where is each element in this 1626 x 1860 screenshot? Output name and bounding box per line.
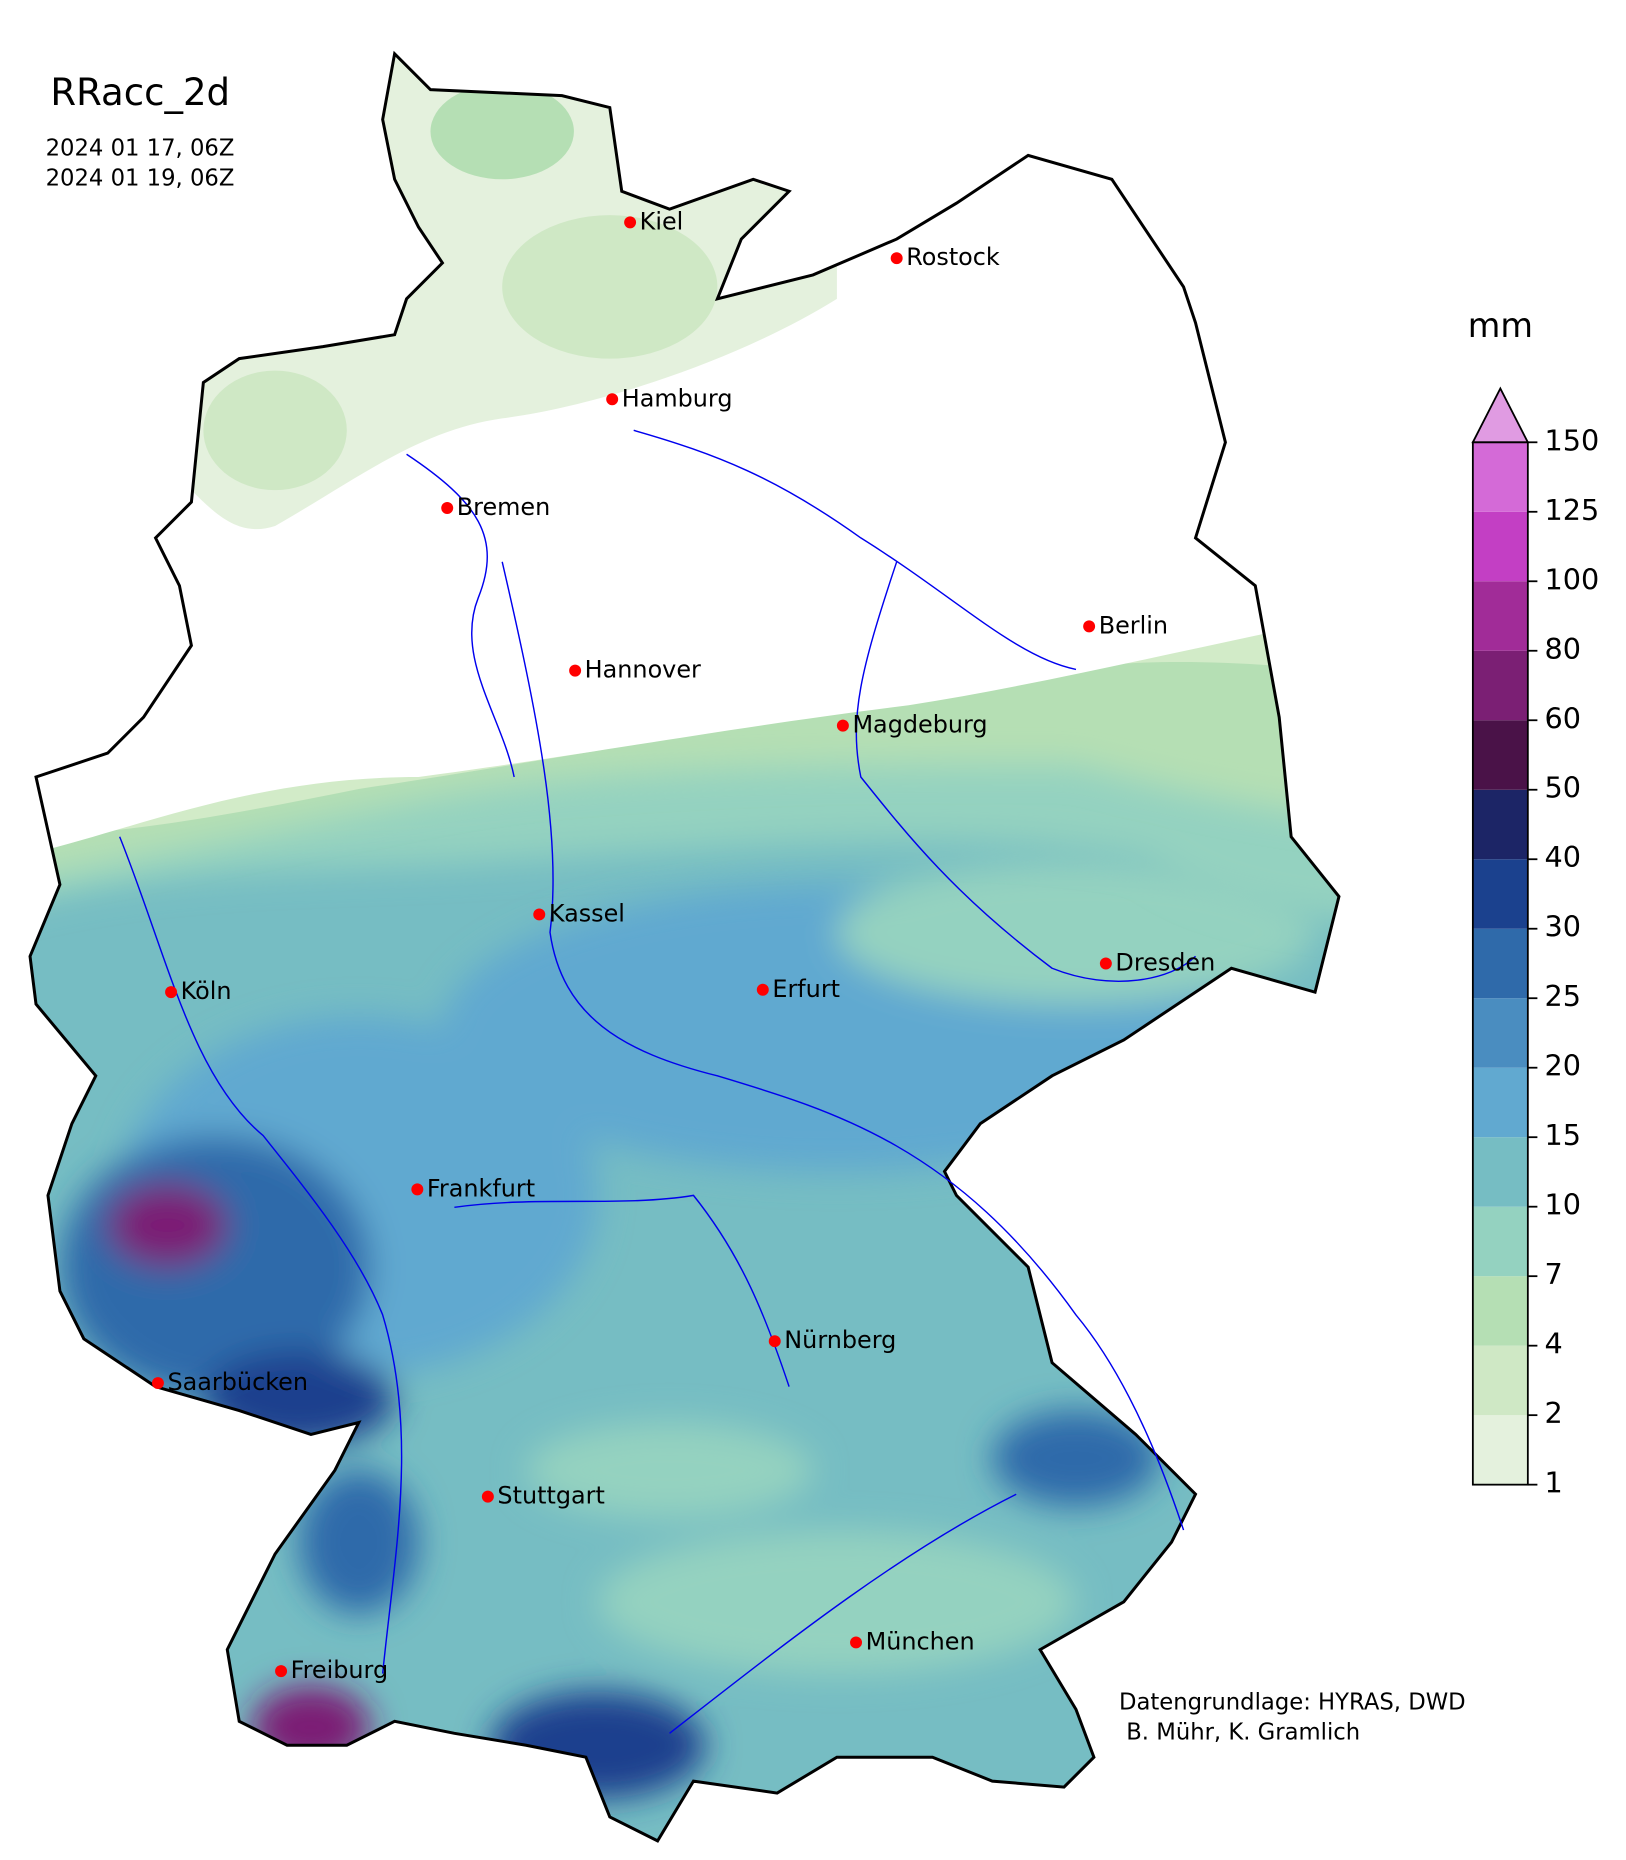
colorbar-tick-label: 60 xyxy=(1545,701,1581,735)
city-marker xyxy=(624,216,637,229)
city-marker xyxy=(533,908,546,921)
city-label: Saarbücken xyxy=(167,1368,308,1396)
colorbar-band xyxy=(1472,1345,1528,1416)
colorbar-band xyxy=(1472,442,1528,512)
period-start: 2024 01 17, 06Z xyxy=(46,135,235,161)
colorbar-band xyxy=(1472,998,1528,1068)
city-marker xyxy=(1099,957,1112,970)
city-marker xyxy=(165,986,178,999)
cities: Kiel Rostock Hamburg Bremen Berlin Hannover Ma… xyxy=(151,207,1215,1684)
colorbar-tick-label: 15 xyxy=(1545,1118,1581,1152)
city-label: Stuttgart xyxy=(497,1482,604,1510)
colorbar-band xyxy=(1472,1067,1528,1138)
colorbar-tick-label: 1 xyxy=(1545,1466,1563,1500)
colorbar-band xyxy=(1472,581,1528,651)
city-label: Bremen xyxy=(457,493,551,521)
city-label: Rostock xyxy=(906,243,1000,271)
city-marker xyxy=(275,1665,288,1678)
city-marker xyxy=(151,1377,164,1390)
city-marker xyxy=(890,252,903,265)
credit-line: B. Mühr, K. Gramlich xyxy=(1119,1719,1360,1745)
colorbar-tick-label: 100 xyxy=(1545,562,1600,596)
colorbar-frame xyxy=(1471,441,1529,1486)
city-label: Nürnberg xyxy=(784,1326,896,1354)
colorbar-tick-label: 150 xyxy=(1545,423,1600,457)
colorbar-tick-label: 50 xyxy=(1545,771,1581,805)
colorbar-tick-label: 10 xyxy=(1545,1188,1581,1222)
city-label: Berlin xyxy=(1099,611,1168,639)
colorbar-tick-label: 2 xyxy=(1545,1396,1563,1430)
city-marker xyxy=(756,983,769,996)
city-marker xyxy=(850,1636,863,1649)
rivers xyxy=(119,429,1197,1734)
city-label: Kiel xyxy=(640,207,684,235)
colorbar-band xyxy=(1472,1206,1528,1277)
colorbar-tick-label: 80 xyxy=(1545,632,1581,666)
city-label: München xyxy=(866,1627,975,1655)
city-marker xyxy=(836,719,849,732)
colorbar-tick-label: 20 xyxy=(1545,1049,1581,1083)
period-end: 2024 01 19, 06Z xyxy=(46,165,235,191)
colorbar-band xyxy=(1472,789,1528,860)
city-label: Kassel xyxy=(549,899,625,927)
city-marker xyxy=(411,1183,424,1196)
city-marker xyxy=(768,1335,781,1348)
colorbar-label: mm xyxy=(1468,306,1533,345)
colorbar-band xyxy=(1472,1276,1528,1346)
city-label: Hamburg xyxy=(622,384,733,412)
colorbar-tick-label: 125 xyxy=(1545,493,1600,527)
city-label: Frankfurt xyxy=(427,1174,535,1202)
colorbar-extension xyxy=(1471,386,1530,444)
colorbar-band xyxy=(1472,650,1528,721)
colorbar-band xyxy=(1472,1137,1528,1207)
city-label: Erfurt xyxy=(772,975,840,1003)
colorbar-tick-label: 7 xyxy=(1545,1257,1563,1291)
city-marker xyxy=(481,1490,494,1503)
colorbar-band xyxy=(1472,859,1528,929)
colorbar-tick-label: 40 xyxy=(1545,840,1581,874)
city-marker xyxy=(1083,620,1096,633)
city-label: Magdeburg xyxy=(852,711,987,739)
colorbar-tick-label: 4 xyxy=(1545,1327,1563,1361)
colorbar-band xyxy=(1472,720,1528,790)
colorbar-band xyxy=(1472,1415,1528,1485)
map-title: RRacc_2d xyxy=(50,71,230,114)
colorbar-tick-label: 25 xyxy=(1545,979,1581,1013)
city-marker xyxy=(569,664,582,677)
city-label: Köln xyxy=(181,977,232,1005)
city-label: Dresden xyxy=(1115,948,1215,976)
city-label: Freiburg xyxy=(291,1656,389,1684)
city-marker xyxy=(441,502,454,515)
city-label: Hannover xyxy=(585,656,701,684)
city-marker xyxy=(606,393,619,406)
colorbar-tick-label: 30 xyxy=(1545,910,1581,944)
credit-line: Datengrundlage: HYRAS, DWD xyxy=(1119,1689,1466,1715)
colorbar-band xyxy=(1472,928,1528,999)
colorbar: 1 2 4 7 10 15 20 25 30 40 50 60 80 100 125 150 xyxy=(1471,386,1600,1500)
colorbar-band xyxy=(1472,511,1528,582)
